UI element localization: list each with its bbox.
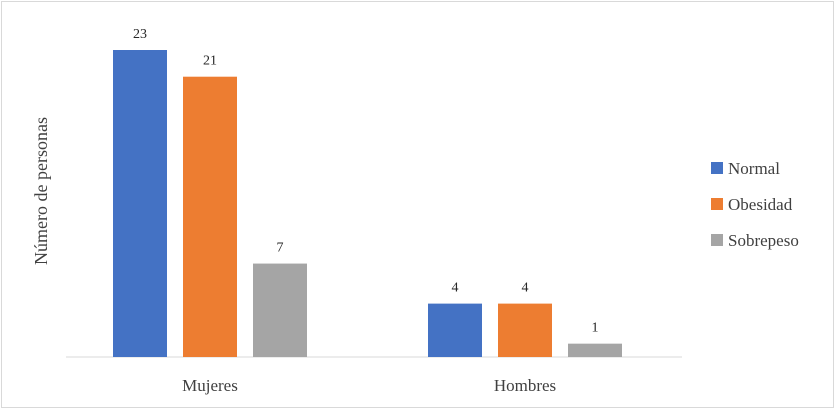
bar-mujeres-sobrepeso	[253, 263, 307, 357]
legend-label-obesidad: Obesidad	[728, 195, 793, 214]
bars-group	[113, 50, 622, 358]
bar-mujeres-normal	[113, 50, 167, 357]
bar-hombres-obesidad	[498, 303, 552, 357]
bar-hombres-sobrepeso	[568, 343, 622, 357]
x-tick-label-mujeres: Mujeres	[182, 376, 238, 395]
bar-hombres-normal	[428, 303, 482, 357]
data-label-mujeres-obesidad: 21	[203, 54, 217, 69]
legend-label-sobrepeso: Sobrepeso	[728, 231, 799, 250]
bar-mujeres-obesidad	[183, 76, 237, 358]
legend: Normal Obesidad Sobrepeso	[711, 159, 799, 250]
legend-swatch-normal	[711, 162, 723, 174]
y-axis-title: Número de personas	[31, 117, 51, 265]
data-label-hombres-obesidad: 4	[522, 281, 529, 296]
data-label-hombres-sobrepeso: 1	[592, 321, 599, 336]
legend-swatch-sobrepeso	[711, 234, 723, 246]
data-label-mujeres-normal: 23	[133, 27, 147, 42]
legend-label-normal: Normal	[728, 159, 780, 178]
data-label-hombres-normal: 4	[452, 281, 459, 296]
legend-swatch-obesidad	[711, 198, 723, 210]
data-label-mujeres-sobrepeso: 7	[277, 241, 284, 256]
x-tick-label-hombres: Hombres	[494, 376, 556, 395]
data-labels-group: 23 21 7 4 4 1	[133, 27, 599, 336]
x-tick-labels-group: Mujeres Hombres	[182, 376, 556, 395]
